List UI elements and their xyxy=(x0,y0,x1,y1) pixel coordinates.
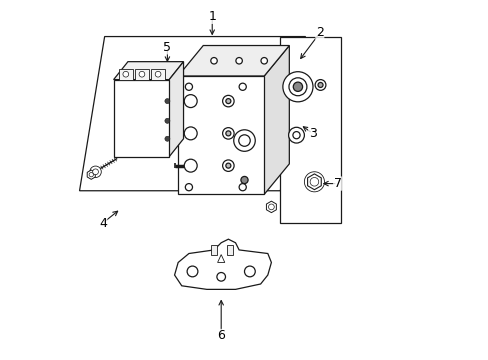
Circle shape xyxy=(155,71,161,77)
Polygon shape xyxy=(178,45,289,76)
Circle shape xyxy=(185,83,192,90)
Circle shape xyxy=(222,95,234,107)
Bar xyxy=(151,69,164,80)
Circle shape xyxy=(317,82,323,87)
Circle shape xyxy=(261,58,267,64)
Text: 3: 3 xyxy=(308,127,316,140)
Bar xyxy=(119,69,132,80)
Circle shape xyxy=(293,82,302,91)
Text: 6: 6 xyxy=(217,329,224,342)
Circle shape xyxy=(309,177,318,186)
Polygon shape xyxy=(280,37,341,223)
Circle shape xyxy=(235,58,242,64)
Circle shape xyxy=(288,78,306,96)
Circle shape xyxy=(185,184,192,191)
Circle shape xyxy=(122,71,128,77)
Circle shape xyxy=(184,127,197,140)
Circle shape xyxy=(282,72,312,102)
Circle shape xyxy=(89,172,93,177)
Polygon shape xyxy=(113,62,183,80)
Circle shape xyxy=(233,130,255,151)
Bar xyxy=(135,69,148,80)
Circle shape xyxy=(238,135,250,146)
Circle shape xyxy=(241,176,247,184)
Circle shape xyxy=(222,160,234,171)
Bar xyxy=(211,245,217,255)
Bar xyxy=(113,80,169,157)
Circle shape xyxy=(225,163,230,168)
Text: 4: 4 xyxy=(99,216,106,230)
Circle shape xyxy=(93,169,98,175)
Text: 7: 7 xyxy=(333,177,341,190)
Polygon shape xyxy=(174,239,271,289)
Circle shape xyxy=(222,128,234,139)
Circle shape xyxy=(184,159,197,172)
Polygon shape xyxy=(169,62,183,157)
Circle shape xyxy=(225,99,230,104)
Circle shape xyxy=(314,80,325,90)
Circle shape xyxy=(164,99,169,104)
Bar xyxy=(178,76,264,194)
Polygon shape xyxy=(307,174,321,190)
Circle shape xyxy=(244,266,255,277)
Text: 1: 1 xyxy=(208,10,216,23)
Circle shape xyxy=(268,204,274,210)
Text: 2: 2 xyxy=(315,27,323,40)
Bar xyxy=(227,245,233,255)
Circle shape xyxy=(292,132,300,139)
Circle shape xyxy=(187,266,198,277)
Circle shape xyxy=(139,71,144,77)
Circle shape xyxy=(210,58,217,64)
Polygon shape xyxy=(264,45,289,194)
Circle shape xyxy=(217,273,225,281)
Circle shape xyxy=(239,83,246,90)
Polygon shape xyxy=(217,255,224,262)
Polygon shape xyxy=(266,201,276,213)
Circle shape xyxy=(90,166,101,177)
Circle shape xyxy=(164,136,169,141)
Circle shape xyxy=(239,184,246,191)
Circle shape xyxy=(184,95,197,108)
Text: 5: 5 xyxy=(163,41,171,54)
Polygon shape xyxy=(87,170,95,179)
Circle shape xyxy=(225,131,230,136)
Polygon shape xyxy=(80,37,305,191)
Circle shape xyxy=(288,127,304,143)
Circle shape xyxy=(164,118,169,123)
